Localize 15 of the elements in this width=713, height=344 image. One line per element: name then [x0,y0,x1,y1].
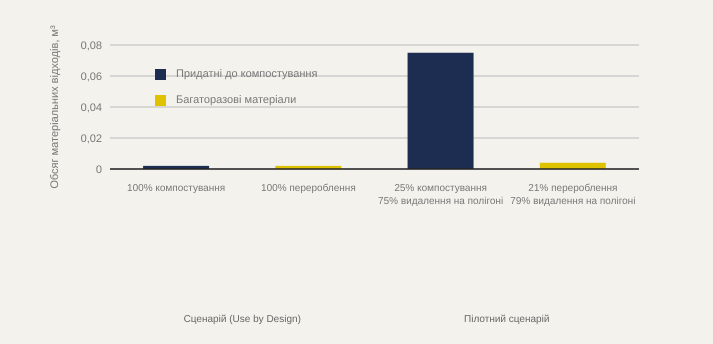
y-axis-title: Обсяг матеріальних відходів, м³ [48,25,61,189]
x-tick-label: 100% перероблення [261,183,356,194]
bar [408,52,474,169]
y-tick-label: 0 [96,164,102,176]
x-tick-label: 100% компостування [127,183,226,194]
text: Пілотний сценарій [463,314,550,325]
y-tick-label: 0,04 [80,102,102,114]
x-tick-label: 25% компостування 75% видалення на полігоні [378,183,504,207]
y-tick-label: 0,02 [80,132,102,145]
y-tick-label: 0,08 [80,40,102,52]
legend-label: Придатні до компостування [176,68,318,80]
x-tick-label: 21% перероблення 79% видалення на полігоні [510,183,636,207]
text: Сценарій (Use by Design) [182,314,302,325]
y-tick-label: 0,06 [80,70,102,83]
legend-label: Багаторазові матеріали [176,94,296,106]
